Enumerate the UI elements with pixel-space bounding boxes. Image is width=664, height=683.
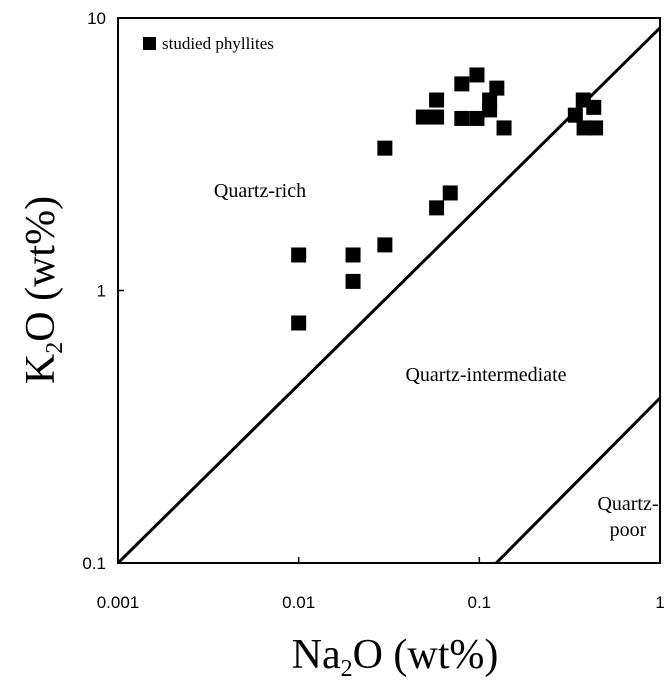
region-label: Quartz- xyxy=(597,493,658,515)
data-point xyxy=(346,274,361,289)
data-point xyxy=(568,108,583,123)
data-point xyxy=(429,93,444,108)
data-point xyxy=(291,315,306,330)
x-tick-label: 1 xyxy=(655,593,664,612)
data-point xyxy=(346,247,361,262)
y-tick-label: 0.1 xyxy=(82,554,106,573)
data-point xyxy=(469,67,484,82)
data-point xyxy=(577,120,592,135)
data-point xyxy=(489,81,504,96)
label-sub: 2 xyxy=(341,656,353,682)
y-tick-label: 10 xyxy=(87,9,106,28)
x-tick-label: 0.01 xyxy=(282,593,315,612)
y-label: K2O (wt%) xyxy=(18,196,68,384)
data-point xyxy=(454,76,469,91)
label-main: Na xyxy=(292,632,341,678)
data-point xyxy=(429,110,444,125)
label-rest: O (wt%) xyxy=(18,196,64,342)
data-point xyxy=(443,185,458,200)
region-label: Quartz-rich xyxy=(214,180,306,202)
x-label: Na2O (wt%) xyxy=(292,632,499,682)
label-main: K xyxy=(18,354,64,384)
data-point xyxy=(416,110,431,125)
region-label: poor xyxy=(610,519,647,541)
label-sub: 2 xyxy=(42,342,68,354)
data-point xyxy=(586,100,601,115)
region-label: Quartz-intermediate xyxy=(405,364,566,386)
data-point xyxy=(377,141,392,156)
legend-label: studied phyllites xyxy=(162,34,274,53)
data-point xyxy=(429,200,444,215)
data-point xyxy=(497,120,512,135)
data-point xyxy=(482,102,497,117)
label-rest: O (wt%) xyxy=(353,632,499,678)
data-point xyxy=(291,247,306,262)
x-tick-label: 0.001 xyxy=(97,593,140,612)
chart: 0.001 0.01 0.1 1 0.1 1 10 Quartz-rich Quartz-int… xyxy=(0,0,664,683)
y-tick-label: 1 xyxy=(97,282,106,301)
x-tick-label: 0.1 xyxy=(468,593,492,612)
data-point xyxy=(377,237,392,252)
data-point xyxy=(454,111,469,126)
legend-marker xyxy=(143,37,156,50)
